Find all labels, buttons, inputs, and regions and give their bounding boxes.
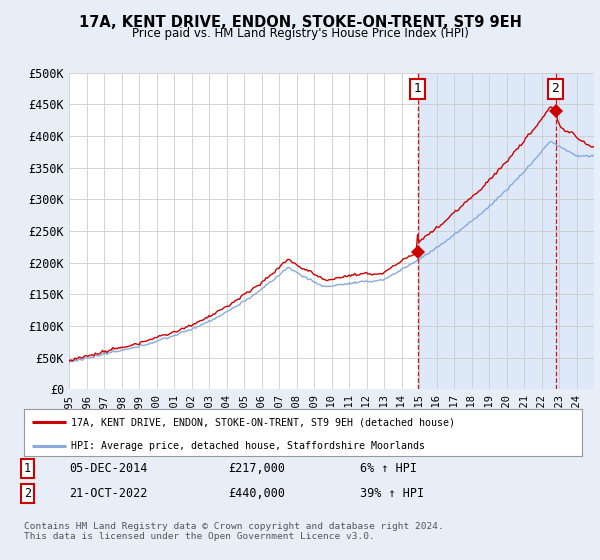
Text: £440,000: £440,000 [228, 487, 285, 501]
Text: 2: 2 [24, 487, 31, 501]
Text: 2: 2 [551, 82, 559, 95]
Text: 1: 1 [24, 462, 31, 475]
Text: 1: 1 [413, 82, 422, 95]
Text: 17A, KENT DRIVE, ENDON, STOKE-ON-TRENT, ST9 9EH (detached house): 17A, KENT DRIVE, ENDON, STOKE-ON-TRENT, … [71, 417, 455, 427]
Bar [418, 73, 594, 389]
Text: HPI: Average price, detached house, Staffordshire Moorlands: HPI: Average price, detached house, Staf… [71, 441, 425, 451]
Text: Price paid vs. HM Land Registry's House Price Index (HPI): Price paid vs. HM Land Registry's House … [131, 27, 469, 40]
Text: 05-DEC-2014: 05-DEC-2014 [69, 462, 148, 475]
Text: Contains HM Land Registry data © Crown copyright and database right 2024.
This d: Contains HM Land Registry data © Crown c… [24, 522, 444, 542]
Text: 17A, KENT DRIVE, ENDON, STOKE-ON-TRENT, ST9 9EH: 17A, KENT DRIVE, ENDON, STOKE-ON-TRENT, … [79, 15, 521, 30]
Text: 39% ↑ HPI: 39% ↑ HPI [360, 487, 424, 501]
Text: £217,000: £217,000 [228, 462, 285, 475]
Text: 6% ↑ HPI: 6% ↑ HPI [360, 462, 417, 475]
Text: 21-OCT-2022: 21-OCT-2022 [69, 487, 148, 501]
